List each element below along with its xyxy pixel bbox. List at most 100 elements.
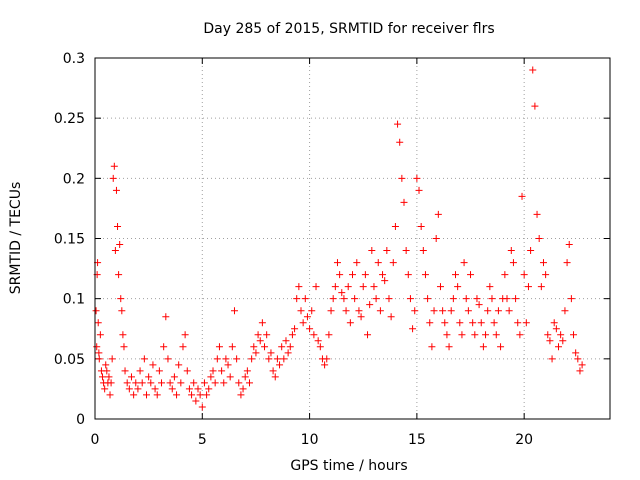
data-point <box>203 391 211 399</box>
tick-labels: 0 0.05 0.1 0.15 0.2 0.25 0.3 0 5 10 15 20 <box>54 51 533 448</box>
data-point <box>258 319 266 327</box>
data-point <box>570 331 578 339</box>
data-point <box>92 307 100 315</box>
data-point <box>215 343 223 351</box>
data-point <box>344 283 352 291</box>
y-tick-label: 0.25 <box>54 111 85 127</box>
data-point <box>303 313 311 321</box>
data-point <box>95 349 103 357</box>
data-point <box>574 355 582 363</box>
data-point <box>166 379 174 387</box>
data-point <box>107 379 115 387</box>
data-point <box>548 355 556 363</box>
x-tick-label: 15 <box>408 432 426 448</box>
data-point <box>458 331 466 339</box>
data-point <box>565 241 573 249</box>
data-point <box>123 379 131 387</box>
data-point <box>542 271 550 279</box>
data-point <box>413 174 421 182</box>
data-point <box>387 313 395 321</box>
x-tick-label: 20 <box>515 432 533 448</box>
y-tick-label: 0 <box>76 412 85 428</box>
data-point <box>436 283 444 291</box>
data-point <box>115 271 123 279</box>
y-tick-label: 0.3 <box>63 51 85 67</box>
data-point <box>295 283 303 291</box>
data-point <box>464 307 472 315</box>
data-point <box>376 307 384 315</box>
data-point <box>140 355 148 363</box>
data-point <box>105 373 113 381</box>
data-point <box>276 361 284 369</box>
data-point <box>346 319 354 327</box>
data-point <box>252 349 260 357</box>
data-point <box>417 222 425 230</box>
data-point <box>284 349 292 357</box>
data-point <box>421 271 429 279</box>
data-point <box>93 343 101 351</box>
data-point <box>391 222 399 230</box>
data-point <box>338 289 346 297</box>
data-point <box>164 355 172 363</box>
data-point <box>460 259 468 267</box>
data-point <box>482 331 490 339</box>
data-point <box>230 307 238 315</box>
data-point <box>198 403 206 411</box>
data-point <box>103 367 111 375</box>
data-point <box>333 259 341 267</box>
data-point <box>402 247 410 255</box>
data-point <box>503 295 511 303</box>
data-point <box>492 331 500 339</box>
data-point <box>134 385 142 393</box>
y-tick-label: 0.15 <box>54 232 85 248</box>
data-point <box>226 373 234 381</box>
data-point <box>473 295 481 303</box>
data-point <box>398 174 406 182</box>
data-point <box>497 343 505 351</box>
data-point <box>366 301 374 309</box>
data-point <box>267 349 275 357</box>
data-point <box>342 307 350 315</box>
data-point <box>469 319 477 327</box>
data-point <box>282 337 290 345</box>
data-point <box>462 295 470 303</box>
data-point <box>243 367 251 375</box>
data-point <box>484 307 492 315</box>
data-point <box>539 259 547 267</box>
x-tick-label: 5 <box>198 432 207 448</box>
data-point <box>99 373 107 381</box>
data-point <box>160 343 168 351</box>
data-point <box>561 307 569 315</box>
data-point <box>181 331 189 339</box>
data-point <box>524 283 532 291</box>
data-point <box>190 379 198 387</box>
y-tick-label: 0.1 <box>63 292 85 308</box>
data-point <box>471 331 479 339</box>
data-point <box>475 301 483 309</box>
data-point <box>109 174 117 182</box>
data-point <box>177 379 185 387</box>
data-point <box>441 319 449 327</box>
data-point <box>254 331 262 339</box>
data-point <box>149 361 157 369</box>
data-point <box>321 361 329 369</box>
data-point <box>175 361 183 369</box>
data-point <box>102 361 110 369</box>
data-point <box>95 355 103 363</box>
data-point <box>494 307 502 315</box>
data-point <box>550 319 558 327</box>
data-point <box>557 331 565 339</box>
data-point <box>316 343 324 351</box>
data-point <box>312 283 320 291</box>
data-point <box>106 391 114 399</box>
data-point <box>121 367 129 375</box>
data-point <box>578 361 586 369</box>
data-point <box>505 307 513 315</box>
data-point <box>265 355 273 363</box>
data-point <box>224 361 232 369</box>
data-point <box>211 379 219 387</box>
data-point <box>246 379 253 387</box>
data-point <box>261 343 269 351</box>
data-point <box>394 120 402 128</box>
data-point <box>297 307 305 315</box>
